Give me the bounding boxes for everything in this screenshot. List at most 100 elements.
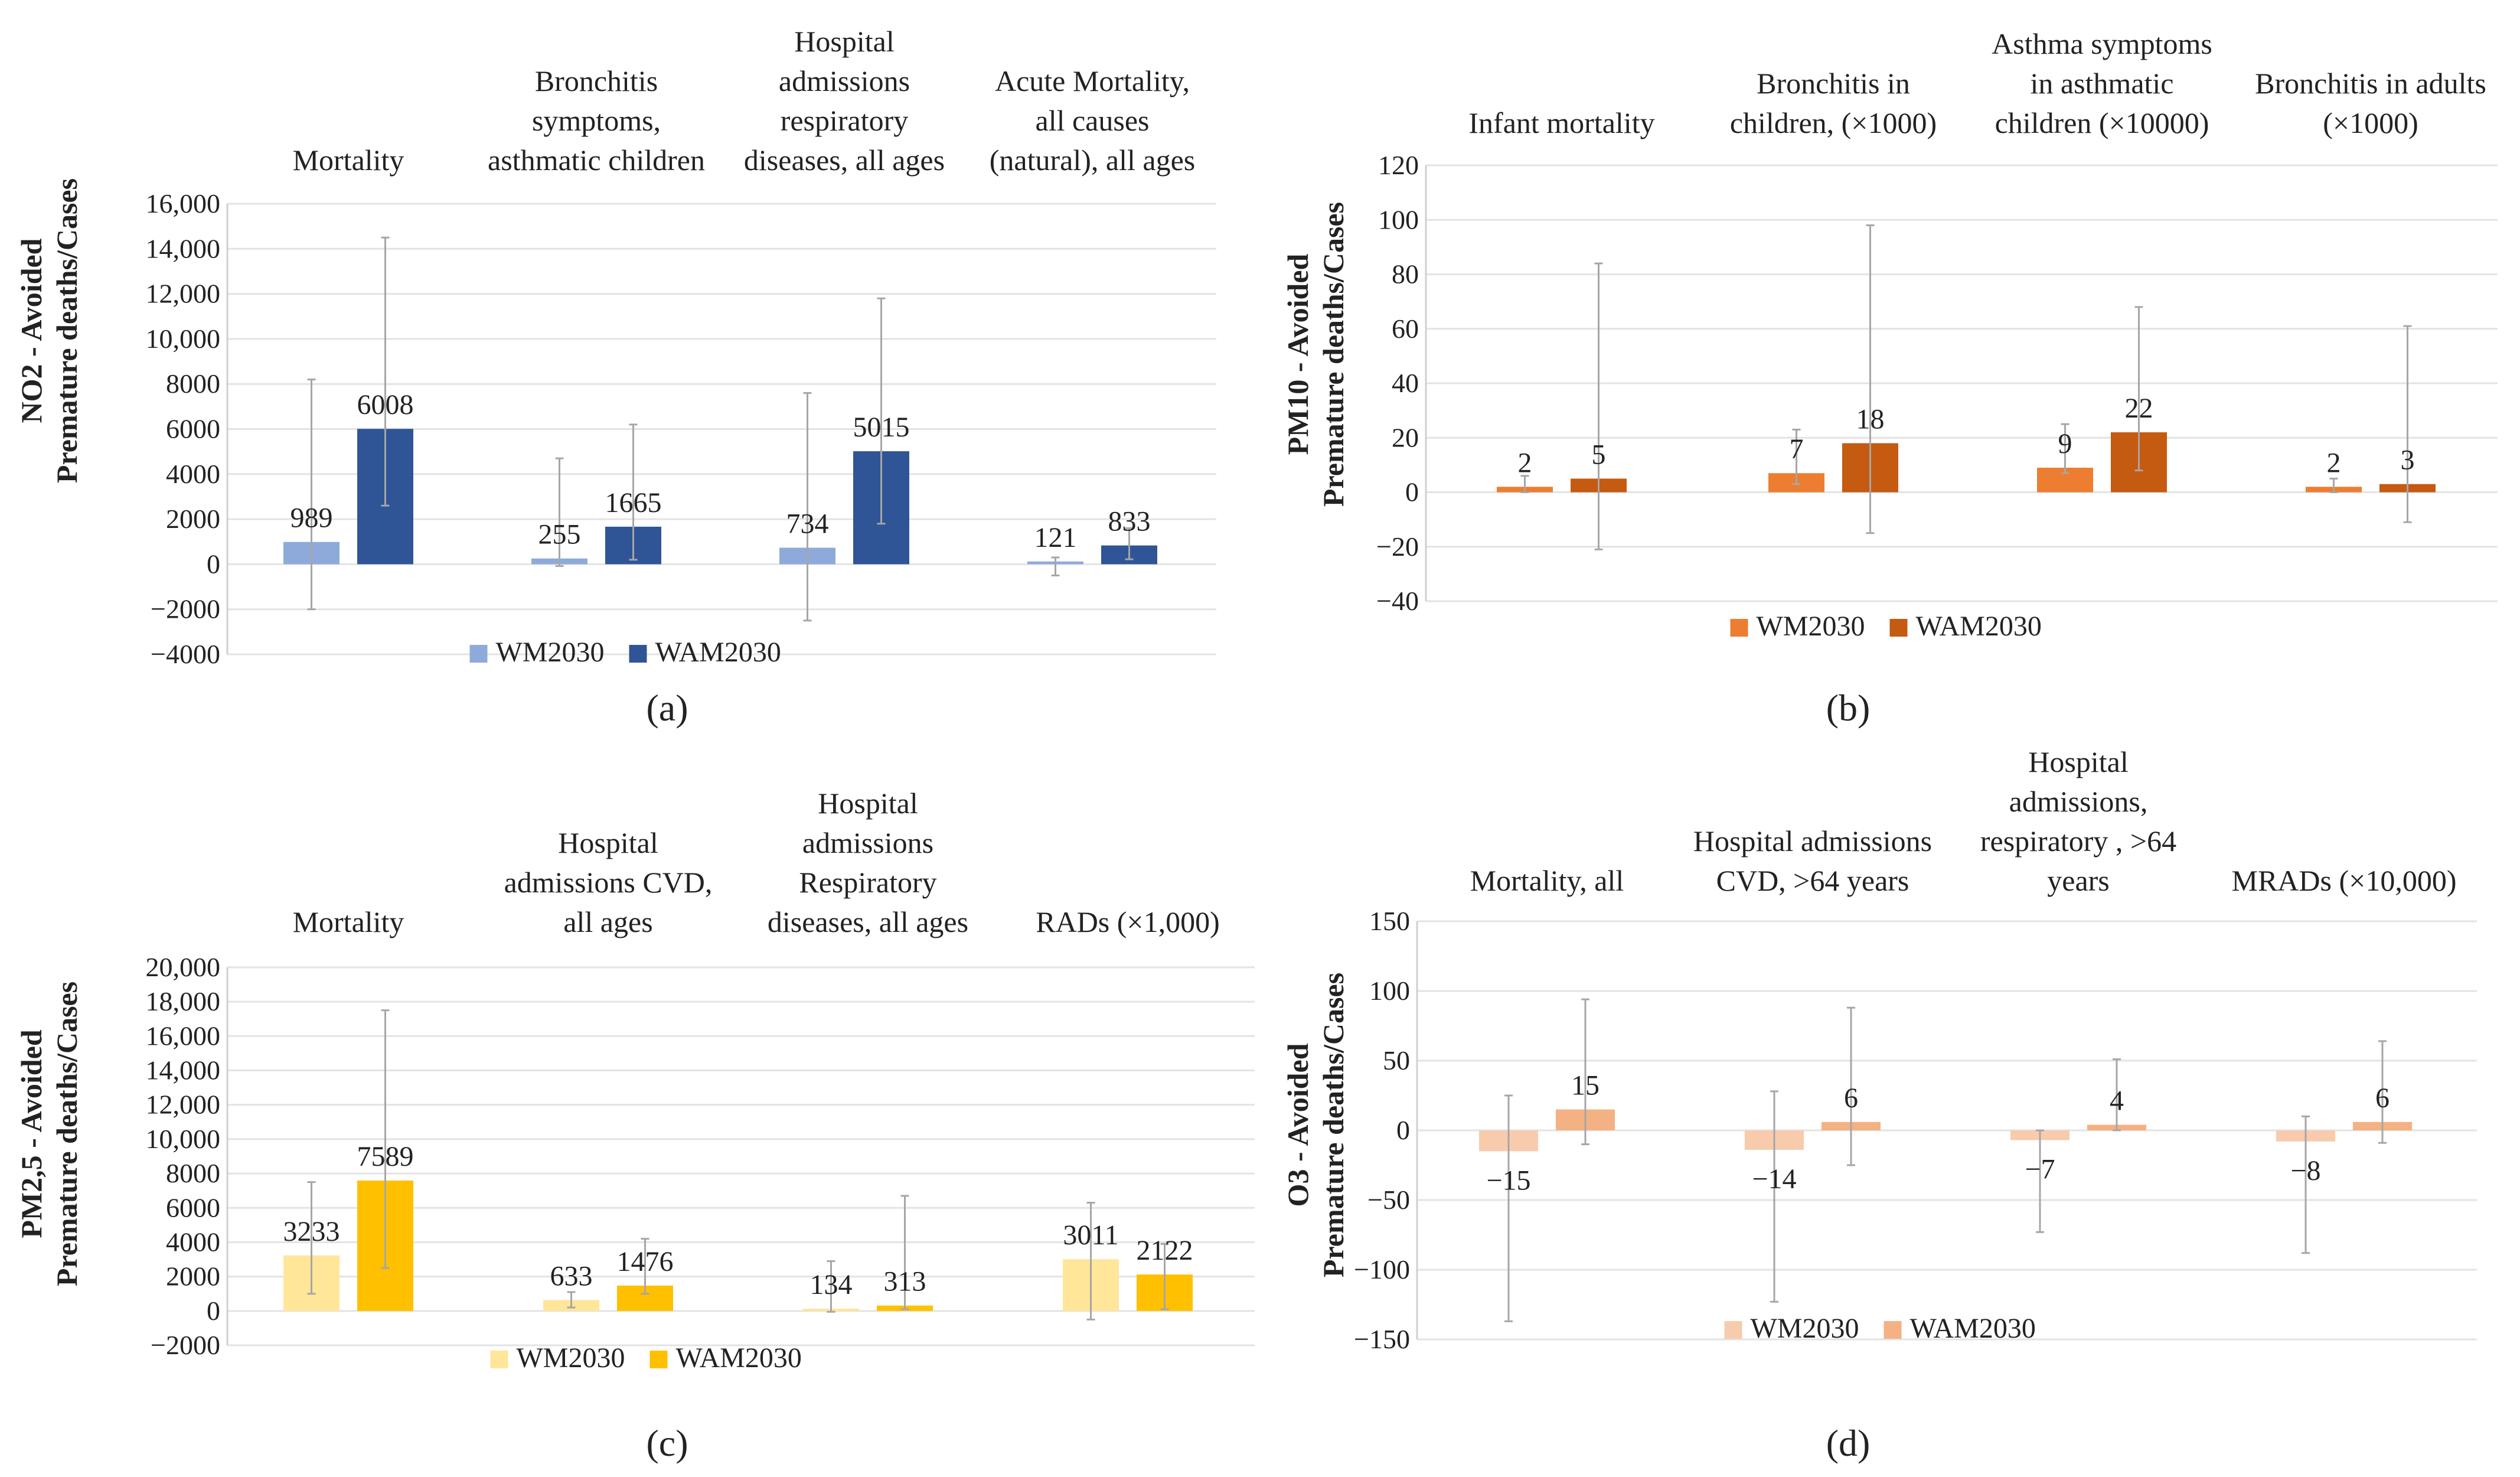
y-tick-label: 2000 xyxy=(166,1261,220,1292)
category-label: in asthmatic xyxy=(2031,67,2174,100)
data-label: −15 xyxy=(1486,1165,1530,1196)
data-label: 5 xyxy=(1592,439,1606,470)
y-tick-label: 60 xyxy=(1392,314,1419,344)
y-tick-label: 0 xyxy=(1396,1115,1410,1145)
y-axis-title-line: Premature deaths/Cases xyxy=(1317,973,1350,1277)
y-tick-label: 20,000 xyxy=(146,952,221,982)
y-tick-label: 120 xyxy=(1378,150,1419,180)
category-label: symptoms, xyxy=(532,104,661,137)
y-axis-title-line: PM10 - Avoided xyxy=(1281,253,1314,455)
data-label: 3233 xyxy=(283,1216,340,1247)
panel-label: (a) xyxy=(646,687,688,729)
data-label: 134 xyxy=(810,1269,853,1300)
legend-label: WAM2030 xyxy=(1910,1313,2036,1344)
y-tick-label: 100 xyxy=(1378,204,1419,234)
y-tick-label: 0 xyxy=(1405,477,1419,507)
y-tick-label: 6000 xyxy=(166,1192,220,1222)
data-label: 18 xyxy=(1856,403,1885,435)
data-label: 9 xyxy=(2058,428,2072,459)
y-tick-label: 16,000 xyxy=(146,1020,221,1051)
y-tick-label: 8000 xyxy=(166,1158,220,1188)
data-label: 6008 xyxy=(357,389,414,420)
y-tick-label: 2000 xyxy=(166,504,220,534)
y-tick-label: 8000 xyxy=(166,369,220,399)
category-label: admissions, xyxy=(2009,785,2148,818)
category-label: Hospital xyxy=(818,787,918,820)
y-tick-label: 20 xyxy=(1392,422,1419,452)
y-tick-label: −2000 xyxy=(151,1330,220,1360)
panel-label: (b) xyxy=(1826,687,1871,729)
data-label: −14 xyxy=(1752,1163,1796,1195)
category-label: asthmatic children xyxy=(488,144,705,177)
legend-label: WM2030 xyxy=(1751,1313,1859,1344)
category-label: admissions xyxy=(779,64,910,97)
category-label: (natural), all ages xyxy=(990,144,1195,177)
y-axis-title: O3 - AvoidedPremature deaths/Cases xyxy=(1281,973,1350,1277)
data-label: 7 xyxy=(1790,433,1804,465)
y-tick-label: −20 xyxy=(1376,532,1419,562)
data-label: −8 xyxy=(2290,1155,2320,1186)
legend-swatch-wm2030 xyxy=(1730,619,1748,637)
category-label: MRADs (×10,000) xyxy=(2232,864,2457,897)
y-tick-label: 0 xyxy=(207,549,220,579)
category-label: years xyxy=(2047,864,2110,897)
category-label: diseases, all ages xyxy=(768,905,968,938)
category-label: children, (×1000) xyxy=(1730,106,1937,139)
y-tick-label: 14,000 xyxy=(146,233,221,263)
chart-panel-2: −40 −20 0 20 40 60 80 100 120 PM10 - AvoidedPrema… xyxy=(1281,27,2498,729)
data-label: 1476 xyxy=(617,1246,674,1277)
data-label: −7 xyxy=(2025,1154,2055,1185)
y-tick-label: 150 xyxy=(1369,906,1410,936)
y-tick-label: 0 xyxy=(207,1296,220,1326)
category-label: Mortality xyxy=(293,144,404,177)
data-label: 833 xyxy=(1108,506,1151,537)
legend-label: WAM2030 xyxy=(655,637,781,668)
chart-panel-1: −4000 −2000 0 2000 4000 6000 8000 10,000 12,000 1… xyxy=(15,25,1216,729)
data-label: 989 xyxy=(290,503,333,534)
y-axis-title-line: Premature deaths/Cases xyxy=(50,982,83,1286)
y-tick-label: 16,000 xyxy=(146,188,221,219)
y-tick-label: 80 xyxy=(1392,259,1419,289)
data-label: 3 xyxy=(2401,445,2415,476)
data-label: 6 xyxy=(2375,1083,2390,1114)
y-axis-title: PM10 - AvoidedPremature deaths/Cases xyxy=(1281,202,1350,507)
data-label: 4 xyxy=(2110,1085,2124,1117)
legend: WM2030 WAM2030 xyxy=(1730,611,2042,642)
y-axis-title: PM2,5 - AvoidedPremature deaths/Cases xyxy=(15,982,83,1286)
category-label: respiratory , >64 xyxy=(1980,824,2176,857)
category-label: all causes xyxy=(1036,104,1150,137)
y-tick-label: 10,000 xyxy=(146,324,221,354)
legend-swatch-wam2030 xyxy=(1884,1321,1902,1339)
category-label: Asthma symptoms xyxy=(1992,27,2212,60)
category-label: diseases, all ages xyxy=(744,144,945,177)
data-label: 22 xyxy=(2125,393,2153,424)
category-label: Mortality, all xyxy=(1470,864,1624,897)
y-tick-label: −100 xyxy=(1354,1254,1410,1284)
legend-swatch-wm2030 xyxy=(490,1351,508,1368)
y-tick-label: −40 xyxy=(1376,586,1419,616)
legend: WM2030 WAM2030 xyxy=(490,1342,802,1374)
data-label: 734 xyxy=(786,508,829,539)
data-label: 15 xyxy=(1571,1070,1600,1101)
legend: WM2030 WAM2030 xyxy=(1724,1313,2036,1344)
y-tick-label: 14,000 xyxy=(146,1055,221,1085)
category-label: Hospital xyxy=(794,25,894,58)
legend-label: WAM2030 xyxy=(676,1342,802,1374)
category-label: admissions xyxy=(802,826,933,859)
category-label: CVD, >64 years xyxy=(1716,864,1909,897)
panel-label: (d) xyxy=(1826,1422,1871,1464)
y-axis-title-line: NO2 - Avoided xyxy=(15,238,48,423)
category-label: Bronchitis xyxy=(535,64,658,97)
category-label: Respiratory xyxy=(799,866,936,899)
legend-swatch-wam2030 xyxy=(1889,619,1908,637)
chart-panel-4: −150 −100 −50 0 50 100 150 O3 - AvoidedPrematur… xyxy=(1281,745,2477,1464)
y-axis-title-line: O3 - Avoided xyxy=(1281,1043,1314,1207)
legend-swatch-wam2030 xyxy=(649,1351,668,1368)
category-label: admissions CVD, xyxy=(504,866,713,899)
data-label: 5015 xyxy=(853,412,910,443)
category-label: Bronchitis in adults xyxy=(2255,67,2486,100)
data-label: 3011 xyxy=(1063,1220,1118,1251)
category-label: Infant mortality xyxy=(1468,106,1654,139)
y-tick-label: 12,000 xyxy=(146,279,221,309)
y-tick-label: −2000 xyxy=(151,594,220,624)
